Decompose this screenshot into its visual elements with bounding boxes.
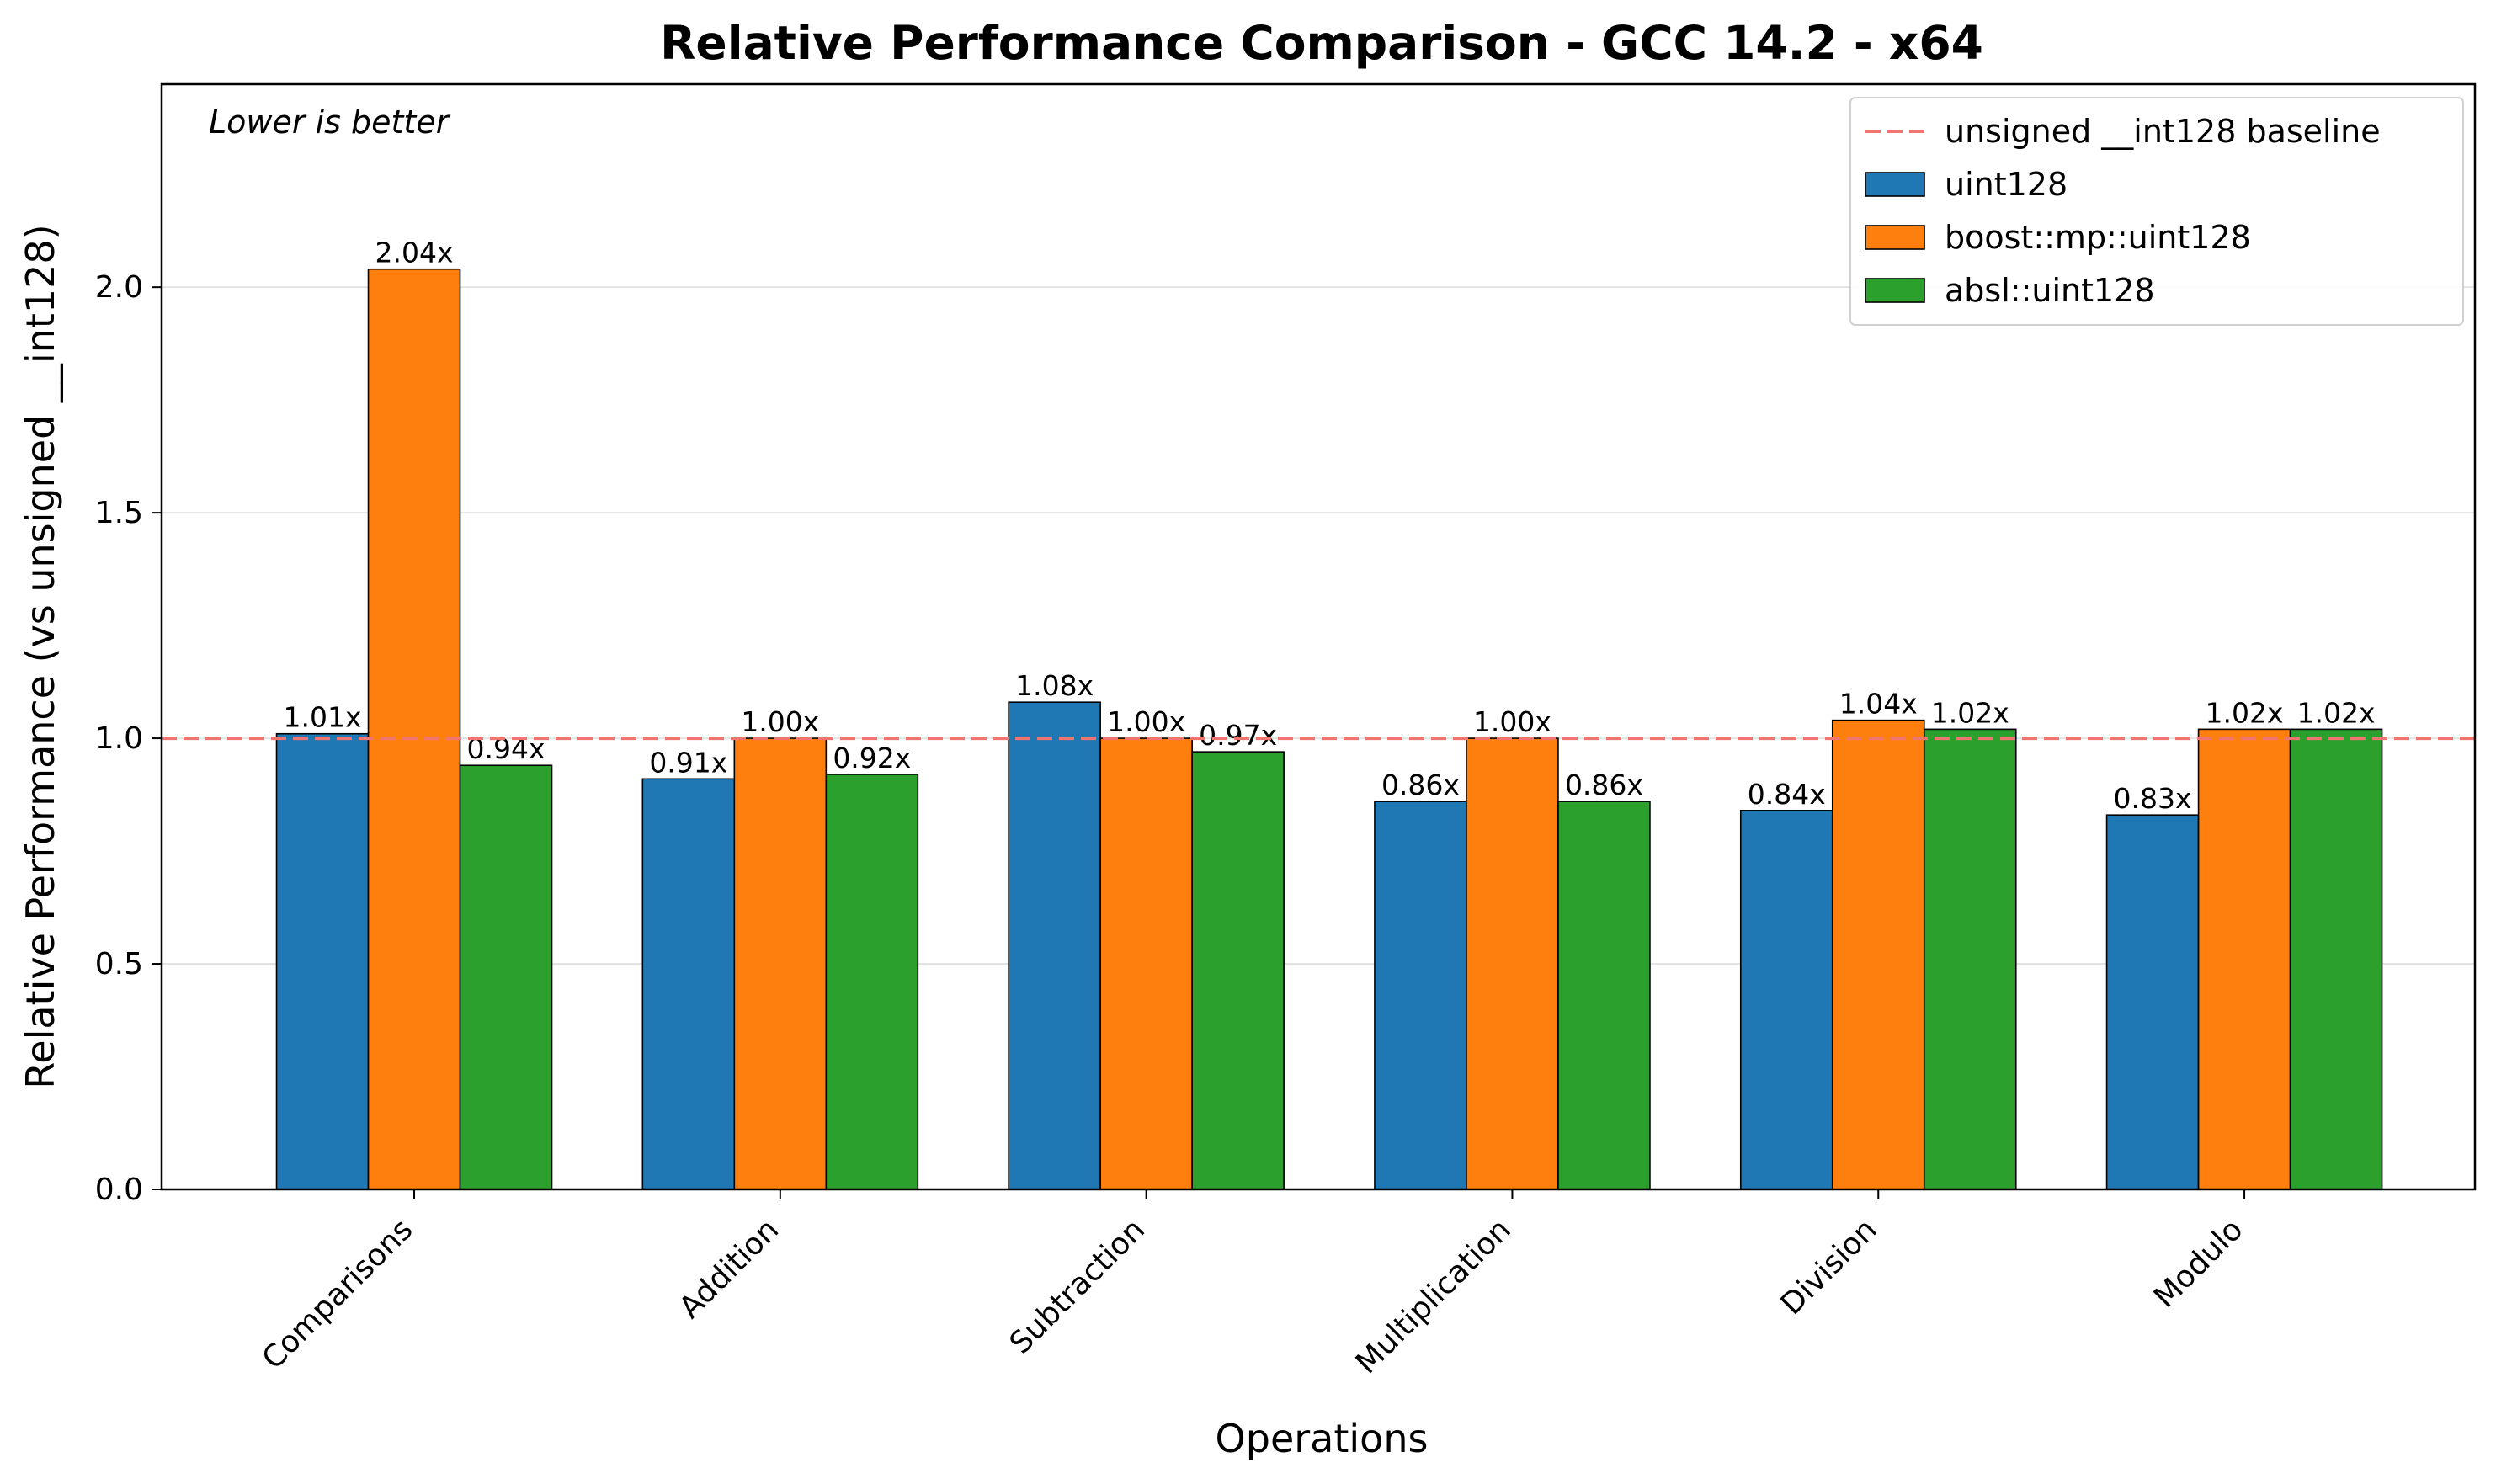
- bar-value-label: 1.08x: [1015, 669, 1094, 702]
- legend-patch: [1865, 172, 1925, 197]
- legend-label: unsigned __int128 baseline: [1945, 113, 2381, 150]
- y-tick-label: 1.5: [95, 496, 143, 530]
- bar-value-label: 1.00x: [741, 705, 819, 738]
- bar-value-label: 0.91x: [649, 746, 727, 779]
- bar: [1831, 719, 1925, 1190]
- bar: [825, 774, 919, 1190]
- legend-patch: [1865, 225, 1925, 250]
- bar-value-label: 1.02x: [2297, 696, 2376, 729]
- legend-label: uint128: [1945, 166, 2068, 203]
- bar: [275, 732, 370, 1190]
- bar-value-label: 1.00x: [1473, 705, 1551, 738]
- bar: [1374, 801, 1467, 1190]
- bar: [1099, 737, 1193, 1190]
- y-tick-label: 0.0: [95, 1173, 143, 1207]
- plot-frame: [160, 82, 2477, 1191]
- annotation-lower-is-better: Lower is better: [209, 104, 451, 141]
- bar: [459, 764, 553, 1190]
- y-axis-label: Relative Performance (vs unsigned __int1…: [18, 224, 63, 1088]
- legend: unsigned __int128 baselineuint128boost::…: [1849, 97, 2464, 326]
- bar-value-label: 1.00x: [1107, 705, 1185, 738]
- bar-value-label: 0.86x: [1381, 769, 1460, 801]
- legend-label: boost::mp::uint128: [1945, 219, 2251, 256]
- bar-value-label: 1.02x: [2206, 696, 2284, 729]
- bar-value-label: 0.97x: [1199, 719, 1277, 752]
- y-tick-label: 1.0: [95, 721, 143, 756]
- bar: [2105, 814, 2200, 1190]
- bar-value-label: 1.04x: [1839, 688, 1918, 721]
- bar-value-label: 0.83x: [2114, 782, 2192, 815]
- bar: [1739, 810, 1833, 1190]
- bar: [1557, 801, 1651, 1190]
- bar-value-label: 0.92x: [833, 742, 911, 774]
- bar-value-label: 1.01x: [284, 701, 362, 734]
- bar-value-label: 0.84x: [1748, 778, 1826, 811]
- bar: [1191, 751, 1285, 1190]
- bar-value-label: 1.02x: [1931, 696, 2009, 729]
- bar-value-label: 2.04x: [375, 237, 454, 269]
- bar: [1008, 701, 1101, 1190]
- legend-label: absl::uint128: [1945, 272, 2155, 309]
- chart-title: Relative Performance Comparison - GCC 14…: [660, 16, 1983, 70]
- bar: [367, 268, 461, 1190]
- y-tick-label: 0.5: [95, 947, 143, 981]
- y-tick-label: 2.0: [95, 270, 143, 305]
- bar: [733, 737, 828, 1190]
- bar: [2197, 728, 2291, 1190]
- bar: [1466, 737, 1559, 1190]
- legend-patch: [1865, 278, 1925, 303]
- bar: [641, 778, 736, 1190]
- x-axis-label: Operations: [1216, 1416, 1429, 1461]
- bar: [1923, 728, 2017, 1190]
- bar: [2289, 728, 2383, 1190]
- bar-value-label: 0.86x: [1565, 769, 1643, 801]
- legend-box: [1849, 97, 2464, 326]
